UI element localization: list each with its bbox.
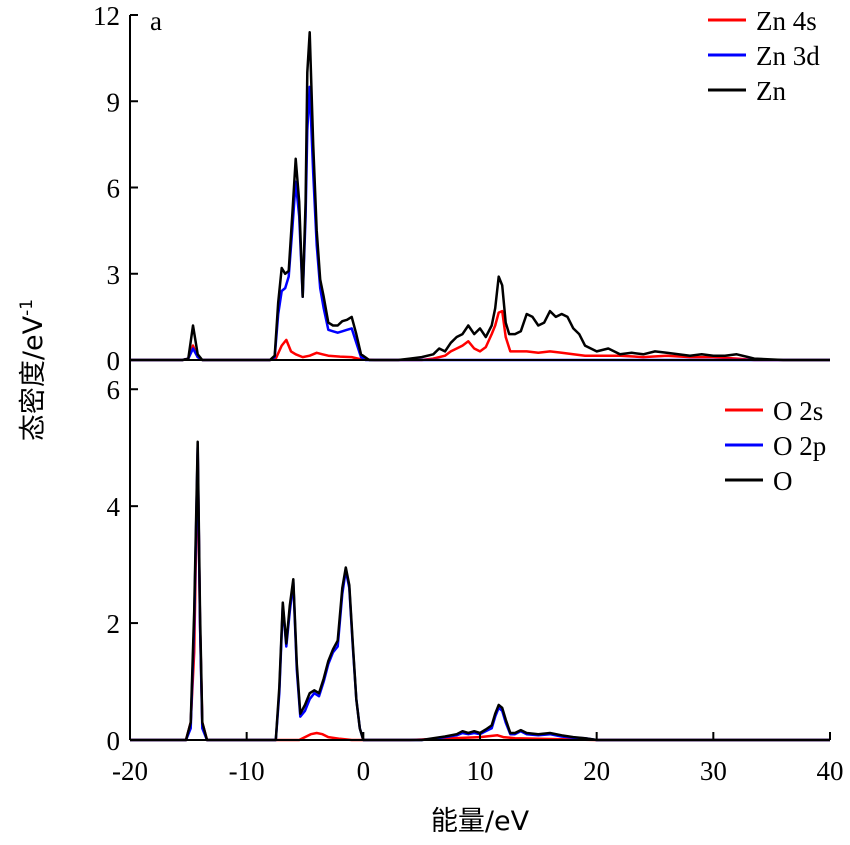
x-tick-label: -10 <box>229 756 265 786</box>
y-tick-label: 4 <box>107 492 121 522</box>
bottom-panel-o-dos: 0 2 4 6 -20 -10 0 10 20 30 40 O 2s O 2p O <box>107 375 844 786</box>
series-line-o-2p <box>130 446 830 742</box>
y-tick-label: 6 <box>107 174 121 204</box>
x-tick-label: 20 <box>583 756 610 786</box>
y-tick-label: 2 <box>107 609 121 639</box>
x-tick-label: -20 <box>112 756 148 786</box>
y-axis-title: 态密度/eV-1 <box>17 299 49 441</box>
x-tick-label: 30 <box>700 756 727 786</box>
x-tick-label: 10 <box>467 756 494 786</box>
y-tick-label: 0 <box>107 726 121 756</box>
legend-label: Zn 4s <box>756 6 817 36</box>
series-line-zn-3d <box>130 85 830 362</box>
series-line-o <box>130 440 830 742</box>
y-tick-label: 12 <box>93 1 120 31</box>
legend-label: O <box>773 466 793 496</box>
series-line-zn <box>130 31 830 362</box>
y-tick-label: 9 <box>107 87 121 117</box>
y-axis-title-superscript: -1 <box>17 299 37 316</box>
x-tick-label: 0 <box>357 756 371 786</box>
y-tick-label: 6 <box>107 375 121 405</box>
legend-label: O 2s <box>773 396 823 426</box>
legend-label: O 2p <box>773 431 826 461</box>
legend-label: Zn <box>756 76 786 106</box>
legend-label: Zn 3d <box>756 41 820 71</box>
x-axis-title: 能量/eV <box>431 806 530 837</box>
top-panel-zn-dos: 0 3 6 9 12 a Zn 4s Zn 3d Zn <box>93 1 830 376</box>
panel-tag: a <box>150 6 162 36</box>
y-tick-label: 3 <box>107 260 121 290</box>
series-line-zn-4s <box>130 309 830 362</box>
y-tick-label: 0 <box>107 346 121 376</box>
x-tick-label: 40 <box>817 756 844 786</box>
series-line-o-2s <box>130 452 830 742</box>
